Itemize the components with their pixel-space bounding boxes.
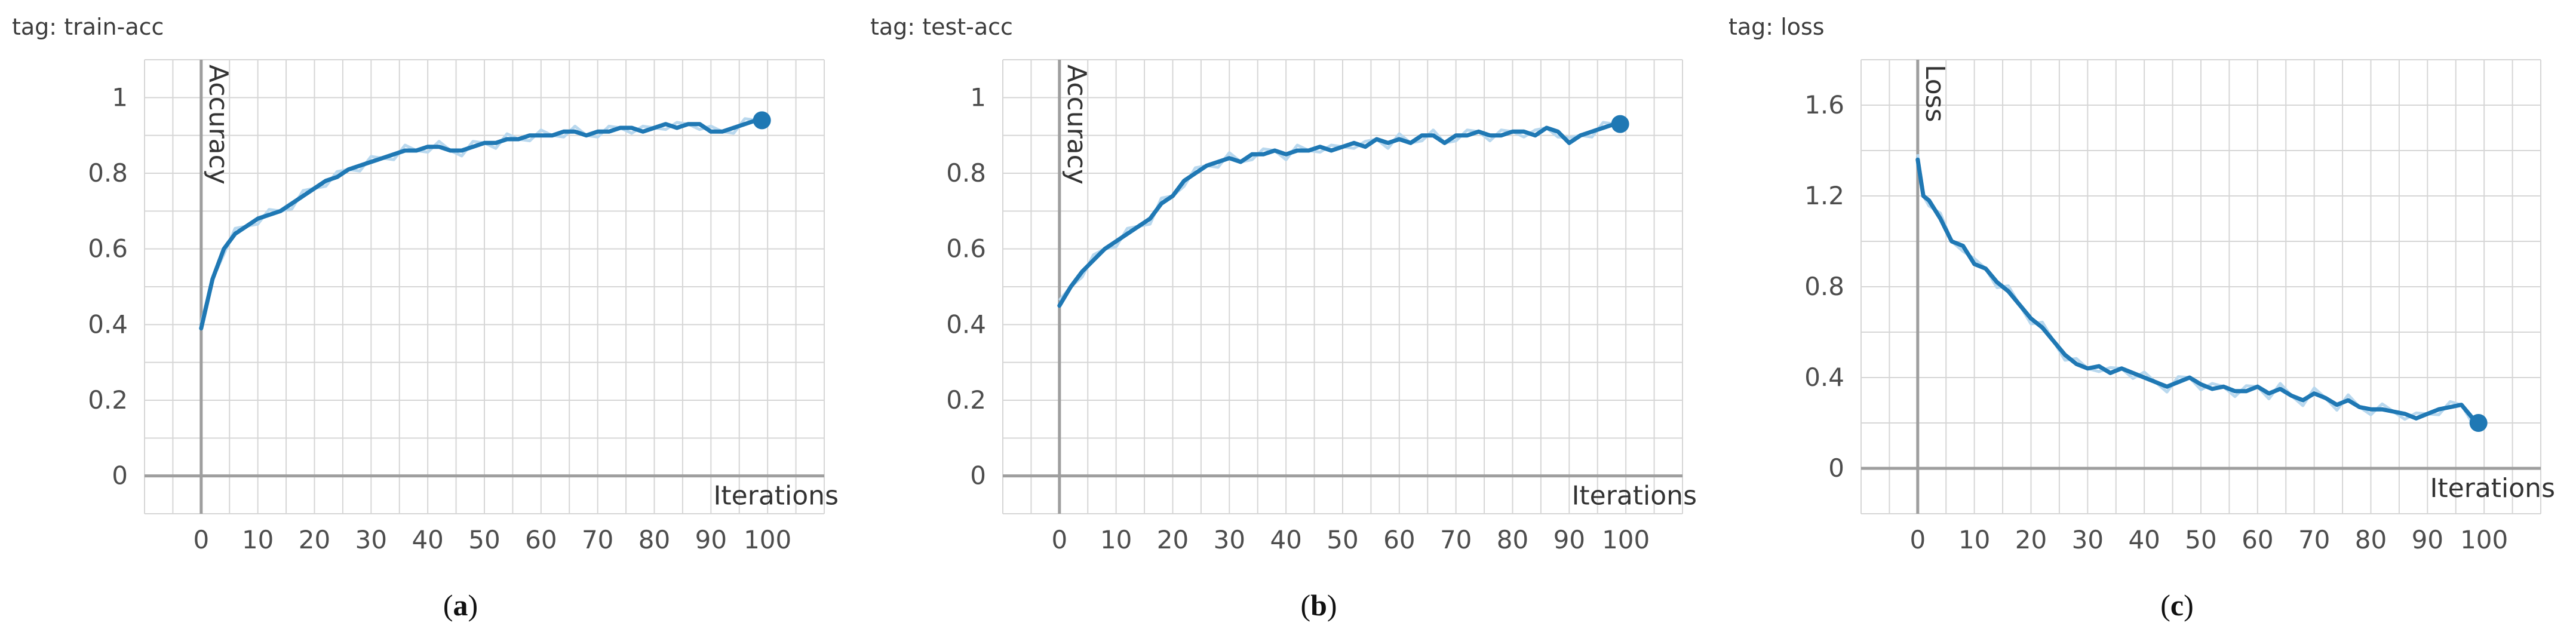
caption: (b) bbox=[1300, 588, 1337, 622]
x-tick-label: 70 bbox=[1440, 525, 1472, 554]
y-tick-label: 1.6 bbox=[1804, 90, 1844, 119]
caption-letter: b bbox=[1310, 588, 1327, 622]
y-axis-label: Accuracy bbox=[203, 65, 234, 185]
x-tick-label: 10 bbox=[242, 525, 274, 554]
chart-panel-b: tag: test-acc 0 0.2 0.4 0.6 0.8 1 0 10 20 30 40 50 60… bbox=[858, 0, 1717, 638]
x-tick-label: 50 bbox=[2185, 525, 2216, 554]
x-tick-label: 40 bbox=[2128, 525, 2160, 554]
x-tick-label: 60 bbox=[2242, 525, 2273, 554]
caption: (a) bbox=[443, 588, 478, 622]
x-tick-label: 70 bbox=[582, 525, 613, 554]
series-raw-line bbox=[199, 117, 763, 324]
x-tick-label: 50 bbox=[468, 525, 500, 554]
caption: (c) bbox=[2160, 588, 2194, 622]
y-tick-label: 0 bbox=[970, 461, 986, 490]
x-tick-label: 40 bbox=[412, 525, 443, 554]
y-tick-label: 0.8 bbox=[1804, 272, 1844, 301]
x-axis-label: Iterations bbox=[713, 481, 839, 511]
series-end-marker bbox=[753, 111, 771, 130]
chart-tag: tag: train-acc bbox=[12, 14, 164, 40]
x-tick-label: 0 bbox=[1909, 525, 1926, 554]
caption-letter: c bbox=[2170, 588, 2184, 622]
x-tick-label: 30 bbox=[1214, 525, 1245, 554]
chart-loss: tag: loss 0 0.4 0.8 1.2 1.6 0 10 20 30 40 50 60 70 80 9… bbox=[1728, 14, 2555, 622]
x-tick-label: 20 bbox=[299, 525, 330, 554]
chart-panel-a: tag: train-acc 0 0.2 0.4 0.6 0.8 1 0 10 20 30 40 50 6… bbox=[0, 0, 858, 638]
chart-panel-c: tag: loss 0 0.4 0.8 1.2 1.6 0 10 20 30 40 50 60 70 80 9… bbox=[1717, 0, 2575, 638]
y-tick-label: 0.6 bbox=[946, 234, 986, 263]
x-tick-label: 60 bbox=[525, 525, 557, 554]
x-tick-label: 20 bbox=[2015, 525, 2047, 554]
y-tick-label: 0.4 bbox=[1804, 363, 1844, 392]
y-axis-label: Loss bbox=[1920, 65, 1950, 122]
caption-letter: a bbox=[453, 588, 468, 622]
x-tick-label: 90 bbox=[1553, 525, 1585, 554]
series-line bbox=[199, 118, 764, 331]
x-tick-label: 10 bbox=[1100, 525, 1132, 554]
x-tick-label: 20 bbox=[1157, 525, 1189, 554]
series-end-marker bbox=[1611, 115, 1629, 133]
y-tick-label: 0.8 bbox=[946, 158, 986, 188]
x-tick-label: 30 bbox=[355, 525, 387, 554]
y-tick-label: 0.2 bbox=[88, 385, 128, 415]
x-tick-label: 100 bbox=[2460, 525, 2508, 554]
y-tick-label: 1.2 bbox=[1804, 181, 1844, 210]
x-tick-label: 80 bbox=[2355, 525, 2387, 554]
y-tick-label: 0.8 bbox=[88, 158, 128, 188]
y-tick-label: 0.6 bbox=[88, 234, 128, 263]
series-end-marker bbox=[2469, 414, 2488, 432]
x-tick-label: 100 bbox=[1602, 525, 1650, 554]
x-tick-label: 70 bbox=[2298, 525, 2330, 554]
y-axis-label: Accuracy bbox=[1061, 65, 1092, 185]
y-tick-label: 1 bbox=[112, 82, 128, 112]
y-tick-label: 1 bbox=[970, 82, 986, 112]
y-tick-label: 0.4 bbox=[946, 309, 986, 339]
x-tick-label: 80 bbox=[1497, 525, 1528, 554]
y-tick-label: 0.4 bbox=[88, 309, 128, 339]
x-tick-label: 100 bbox=[744, 525, 791, 554]
x-tick-label: 10 bbox=[1958, 525, 1990, 554]
chart-tag: tag: test-acc bbox=[870, 14, 1013, 40]
x-axis-label: Iterations bbox=[1571, 481, 1697, 511]
series-line bbox=[1915, 157, 2481, 425]
y-tick-label: 0 bbox=[112, 461, 128, 490]
x-axis-label: Iterations bbox=[2430, 473, 2555, 504]
x-tick-label: 90 bbox=[2412, 525, 2443, 554]
x-tick-label: 60 bbox=[1383, 525, 1415, 554]
x-tick-label: 30 bbox=[2072, 525, 2104, 554]
y-tick-label: 0.2 bbox=[946, 385, 986, 415]
series-line bbox=[1057, 122, 1623, 308]
x-tick-label: 0 bbox=[1051, 525, 1067, 554]
x-tick-label: 80 bbox=[638, 525, 670, 554]
y-tick-label: 0 bbox=[1828, 453, 1844, 483]
x-tick-label: 50 bbox=[1327, 525, 1358, 554]
x-tick-label: 0 bbox=[193, 525, 209, 554]
x-tick-label: 40 bbox=[1270, 525, 1301, 554]
chart-tag: tag: loss bbox=[1728, 14, 1825, 40]
x-tick-label: 90 bbox=[695, 525, 727, 554]
